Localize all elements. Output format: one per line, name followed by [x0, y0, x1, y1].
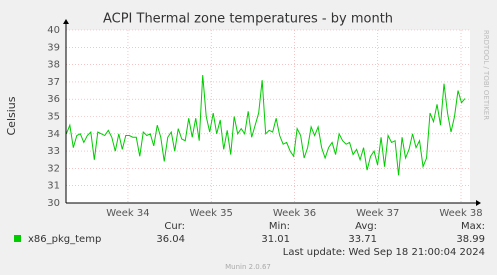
x-tick-label: Week 34	[106, 208, 149, 219]
y-tick-label: 33	[47, 146, 60, 157]
x-axis-arrow	[476, 200, 481, 206]
stat-header: Cur:	[164, 221, 185, 232]
y-axis-arrow	[63, 19, 69, 24]
y-tick-label: 36	[47, 94, 60, 105]
legend-label: x86_pkg_temp	[28, 234, 101, 245]
stat-value: 36.04	[156, 234, 185, 245]
stat-value: 31.01	[261, 234, 290, 245]
stat-header: Min:	[269, 221, 290, 232]
watermark: RRDTOOL / TOBI OETIKER	[482, 30, 490, 120]
y-tick-label: 40	[47, 25, 60, 36]
y-tick-label: 39	[47, 42, 60, 53]
series-line	[65, 74, 466, 176]
legend-swatch	[14, 235, 21, 242]
y-tick-label: 35	[47, 112, 60, 123]
legend: x86_pkg_temp Cur: 36.04 Min: 31.01 Avg: 33.71 M…	[14, 221, 485, 245]
chart-title: ACPI Thermal zone temperatures - by mont…	[103, 12, 393, 27]
stat-header: Max:	[461, 221, 485, 232]
y-tick-label: 38	[47, 60, 60, 71]
x-tick-label: Week 38	[439, 208, 482, 219]
y-tick-label: 31	[47, 181, 60, 192]
footer: Munin 2.0.67	[225, 263, 271, 271]
last-update: Last update: Wed Sep 18 21:00:04 2024	[283, 247, 485, 258]
x-tick-label: Week 36	[273, 208, 316, 219]
stat-value: 33.71	[348, 234, 377, 245]
y-tick-label: 34	[47, 129, 60, 140]
x-tick-label: Week 37	[356, 208, 399, 219]
stat-value: 38.99	[456, 234, 485, 245]
stat-header: Avg:	[355, 221, 377, 232]
y-axis-label: Celsius	[5, 96, 18, 135]
y-tick-label: 30	[47, 198, 60, 209]
y-tick-label: 32	[47, 163, 60, 174]
y-tick-label: 37	[47, 77, 60, 88]
grid	[66, 29, 470, 204]
series	[65, 74, 466, 176]
x-tick-label: Week 35	[190, 208, 233, 219]
